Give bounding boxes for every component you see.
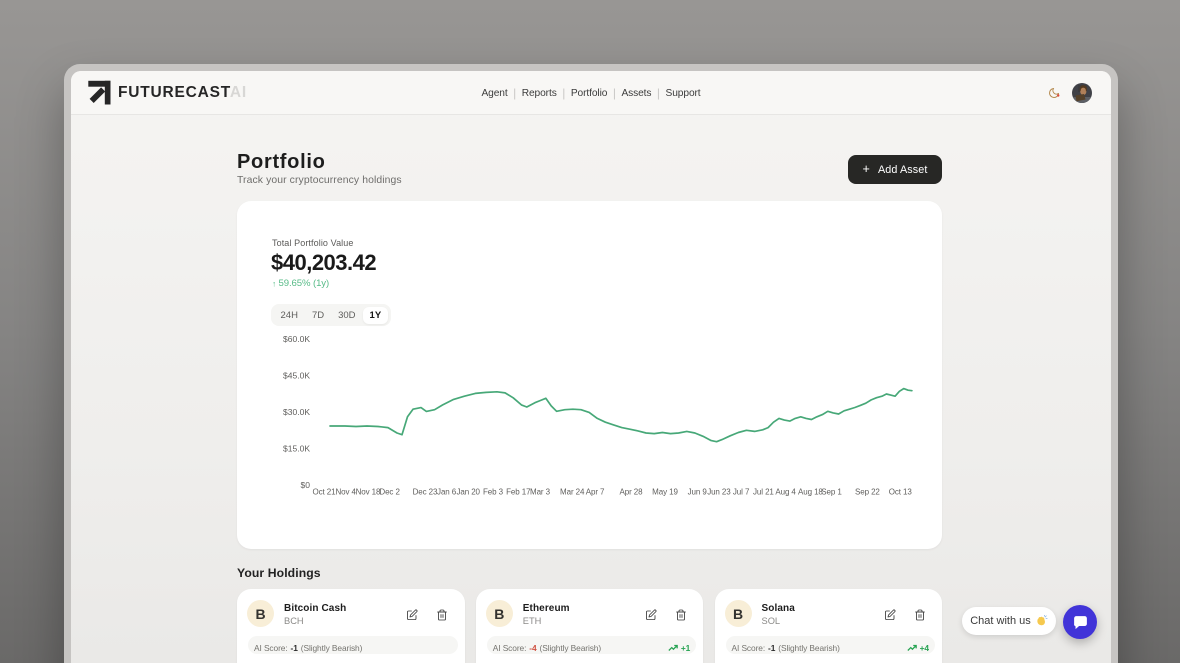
svg-text:Jan 6: Jan 6 xyxy=(437,488,457,497)
svg-text:Jun 9: Jun 9 xyxy=(688,488,708,497)
svg-text:Oct 21: Oct 21 xyxy=(313,488,337,497)
svg-text:$45.0K: $45.0K xyxy=(283,371,310,381)
svg-text:Aug 18: Aug 18 xyxy=(798,488,823,497)
svg-text:May 19: May 19 xyxy=(652,488,678,497)
svg-text:Dec 2: Dec 2 xyxy=(379,488,400,497)
svg-text:$30.0K: $30.0K xyxy=(283,407,310,417)
svg-text:Mar 24: Mar 24 xyxy=(560,488,585,497)
svg-text:Dec 23: Dec 23 xyxy=(413,488,438,497)
svg-text:Jul 7: Jul 7 xyxy=(733,488,750,497)
svg-text:Feb 17: Feb 17 xyxy=(506,488,531,497)
svg-text:Jul 21: Jul 21 xyxy=(753,488,774,497)
svg-text:Aug 4: Aug 4 xyxy=(775,488,796,497)
svg-text:Mar 3: Mar 3 xyxy=(530,488,551,497)
svg-text:Feb 3: Feb 3 xyxy=(483,488,504,497)
svg-text:Sep 22: Sep 22 xyxy=(855,488,880,497)
svg-text:$60.0K: $60.0K xyxy=(283,334,310,344)
svg-text:$15.0K: $15.0K xyxy=(283,444,310,454)
svg-text:Nov 18: Nov 18 xyxy=(356,488,381,497)
svg-text:$0: $0 xyxy=(301,480,311,490)
svg-text:Nov 4: Nov 4 xyxy=(335,488,356,497)
svg-text:Jan 20: Jan 20 xyxy=(456,488,480,497)
svg-text:Apr 7: Apr 7 xyxy=(586,488,605,497)
svg-text:Oct 13: Oct 13 xyxy=(889,488,913,497)
svg-text:Jun 23: Jun 23 xyxy=(707,488,731,497)
svg-text:Sep 1: Sep 1 xyxy=(821,488,842,497)
svg-text:Apr 28: Apr 28 xyxy=(620,488,644,497)
